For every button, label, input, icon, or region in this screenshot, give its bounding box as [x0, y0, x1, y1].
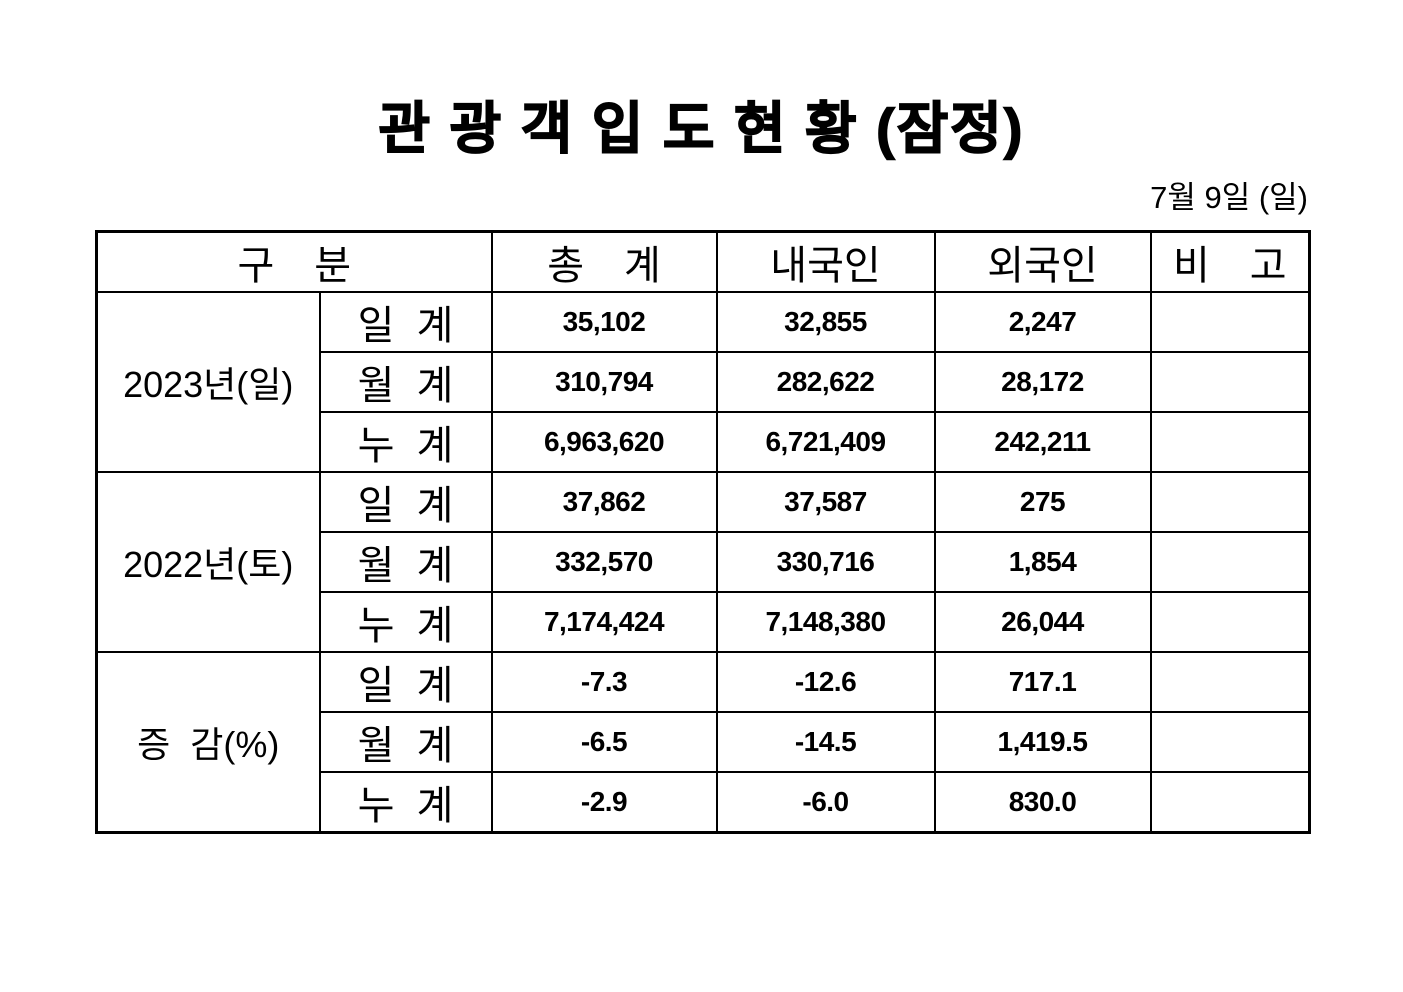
row-period-label: 일 계	[318, 471, 493, 533]
value-foreign: 2,247	[933, 291, 1152, 353]
page-title: 관 광 객 입 도 현 황 (잠정)	[378, 97, 1025, 160]
row-period-label: 월 계	[318, 531, 493, 593]
table-row: 누 계 -2.9 -6.0 830.0	[97, 771, 1311, 834]
note-cell	[1149, 411, 1311, 473]
col-header-note: 비 고	[1149, 230, 1311, 293]
note-cell	[1149, 591, 1311, 653]
value-total: -6.5	[490, 711, 718, 773]
col-header-total: 총 계	[490, 230, 718, 293]
note-cell	[1149, 471, 1311, 533]
row-period-label: 월 계	[318, 351, 493, 413]
value-total: 6,963,620	[490, 411, 718, 473]
value-domestic: 37,587	[715, 471, 936, 533]
row-period-label: 월 계	[318, 711, 493, 773]
note-cell	[1149, 771, 1311, 834]
table-row: 월 계 310,794 282,622 28,172	[97, 351, 1311, 413]
row-period-label: 누 계	[318, 771, 493, 834]
table-row: 2022년(토) 일 계 37,862 37,587 275	[95, 471, 1311, 653]
value-domestic: 282,622	[715, 351, 936, 413]
value-foreign: 275	[933, 471, 1152, 533]
table-row: 월 계 -6.5 -14.5 1,419.5	[97, 711, 1311, 773]
date-label: 7월 9일 (일)	[1150, 180, 1308, 215]
group-label-2023: 2023년(일)	[95, 291, 321, 473]
col-header-foreign: 외국인	[933, 230, 1152, 293]
note-cell	[1149, 651, 1311, 713]
tourist-arrivals-table: 구 분 총 계 내국인 외국인 비 고 2023년(일) 일 계 35,102 …	[95, 230, 1311, 834]
value-foreign: 830.0	[933, 771, 1152, 834]
table-row: 누 계 6,963,620 6,721,409 242,211	[97, 411, 1311, 473]
value-domestic: 330,716	[715, 531, 936, 593]
value-domestic: -6.0	[715, 771, 936, 834]
value-total: -7.3	[490, 651, 718, 713]
value-foreign: 1,854	[933, 531, 1152, 593]
value-total: 7,174,424	[490, 591, 718, 653]
value-foreign: 717.1	[933, 651, 1152, 713]
col-header-domestic: 내국인	[715, 230, 936, 293]
value-domestic: -12.6	[715, 651, 936, 713]
value-foreign: 28,172	[933, 351, 1152, 413]
group-label-change: 증 감(%)	[95, 651, 321, 834]
value-foreign: 26,044	[933, 591, 1152, 653]
value-total: 332,570	[490, 531, 718, 593]
value-domestic: -14.5	[715, 711, 936, 773]
value-foreign: 1,419.5	[933, 711, 1152, 773]
table-row: 2023년(일) 일 계 35,102 32,855 2,247	[95, 291, 1311, 473]
col-header-category: 구 분	[95, 230, 493, 293]
row-period-label: 누 계	[318, 411, 493, 473]
table-row: 누 계 7,174,424 7,148,380 26,044	[97, 591, 1311, 653]
value-domestic: 32,855	[715, 291, 936, 353]
value-total: 310,794	[490, 351, 718, 413]
row-period-label: 누 계	[318, 591, 493, 653]
value-total: -2.9	[490, 771, 718, 834]
value-domestic: 6,721,409	[715, 411, 936, 473]
note-cell	[1149, 351, 1311, 413]
value-domestic: 7,148,380	[715, 591, 936, 653]
note-cell	[1149, 711, 1311, 773]
row-period-label: 일 계	[318, 651, 493, 713]
header-row: 구 분 총 계 내국인 외국인 비 고	[95, 230, 1311, 293]
value-total: 37,862	[490, 471, 718, 533]
note-cell	[1149, 531, 1311, 593]
group-label-2022: 2022년(토)	[95, 471, 321, 653]
table-row: 월 계 332,570 330,716 1,854	[97, 531, 1311, 593]
value-foreign: 242,211	[933, 411, 1152, 473]
table-row: 증 감(%) 일 계 -7.3 -12.6 717.1	[95, 651, 1311, 834]
note-cell	[1149, 291, 1311, 353]
row-period-label: 일 계	[318, 291, 493, 353]
value-total: 35,102	[490, 291, 718, 353]
